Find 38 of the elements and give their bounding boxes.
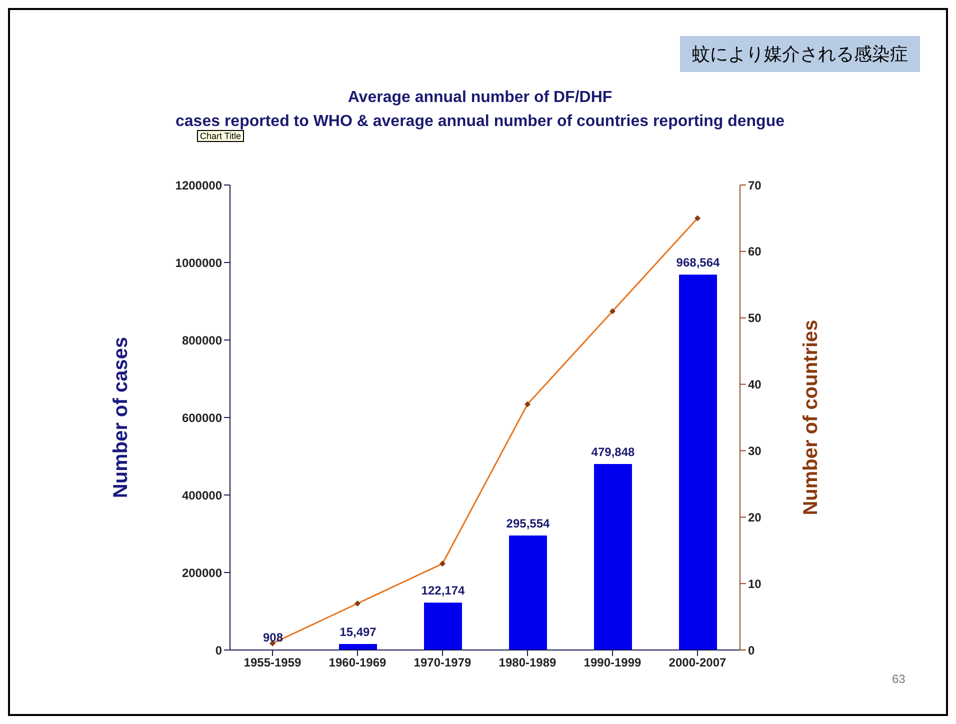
bar bbox=[339, 644, 377, 650]
y2-tick-label: 20 bbox=[748, 510, 762, 524]
y2-tick-label: 10 bbox=[748, 576, 762, 591]
x-tick-label: 1980-1989 bbox=[498, 656, 557, 670]
y2-tick-label: 70 bbox=[748, 178, 762, 192]
bar bbox=[509, 535, 547, 650]
data-label: 968,564 bbox=[676, 256, 720, 270]
data-label: 908 bbox=[262, 630, 284, 645]
x-tick-label: 1970-1979 bbox=[414, 656, 472, 670]
y2-tick-label: 40 bbox=[748, 378, 762, 392]
bar bbox=[424, 602, 462, 650]
y-tick-label: 400000 bbox=[182, 488, 222, 502]
y-tick-label: 0 bbox=[215, 643, 222, 658]
y2-tick-label: 60 bbox=[748, 244, 762, 259]
data-label: 295,554 bbox=[506, 516, 550, 530]
y-axis-title: Number of cases bbox=[110, 336, 132, 498]
x-tick-label: 1960-1969 bbox=[328, 656, 387, 670]
data-label: 15,497 bbox=[340, 624, 377, 639]
y2-tick-label: 30 bbox=[748, 444, 762, 458]
y-tick-label: 600000 bbox=[182, 410, 222, 425]
x-tick-label: 1990-1999 bbox=[584, 656, 642, 670]
bar bbox=[679, 274, 717, 650]
y-tick-label: 1200000 bbox=[175, 178, 222, 192]
y2-tick-label: 50 bbox=[748, 311, 762, 326]
y-tick-label: 1000000 bbox=[175, 256, 222, 270]
text: Chart Title bbox=[197, 130, 244, 142]
data-label: 122,174 bbox=[421, 584, 466, 598]
y-tick-label: 200000 bbox=[182, 566, 222, 580]
text: 蚊により媒介される感染症 bbox=[680, 36, 920, 72]
y2-tick-label: 0 bbox=[748, 643, 755, 658]
x-tick-label: 2000-2007 bbox=[668, 656, 727, 670]
x-tick-label: 1955-1959 bbox=[244, 656, 302, 670]
bar bbox=[594, 464, 632, 650]
data-label: 479,848 bbox=[591, 445, 636, 460]
chart-title: Average annual number of DF/DHF cases reported to WHO & average annual number of countries reporting dengue bbox=[176, 89, 784, 130]
y-tick-label: 800000 bbox=[182, 333, 222, 348]
text: 63 bbox=[892, 672, 906, 686]
y2-axis-title: Number of countries bbox=[800, 320, 822, 516]
